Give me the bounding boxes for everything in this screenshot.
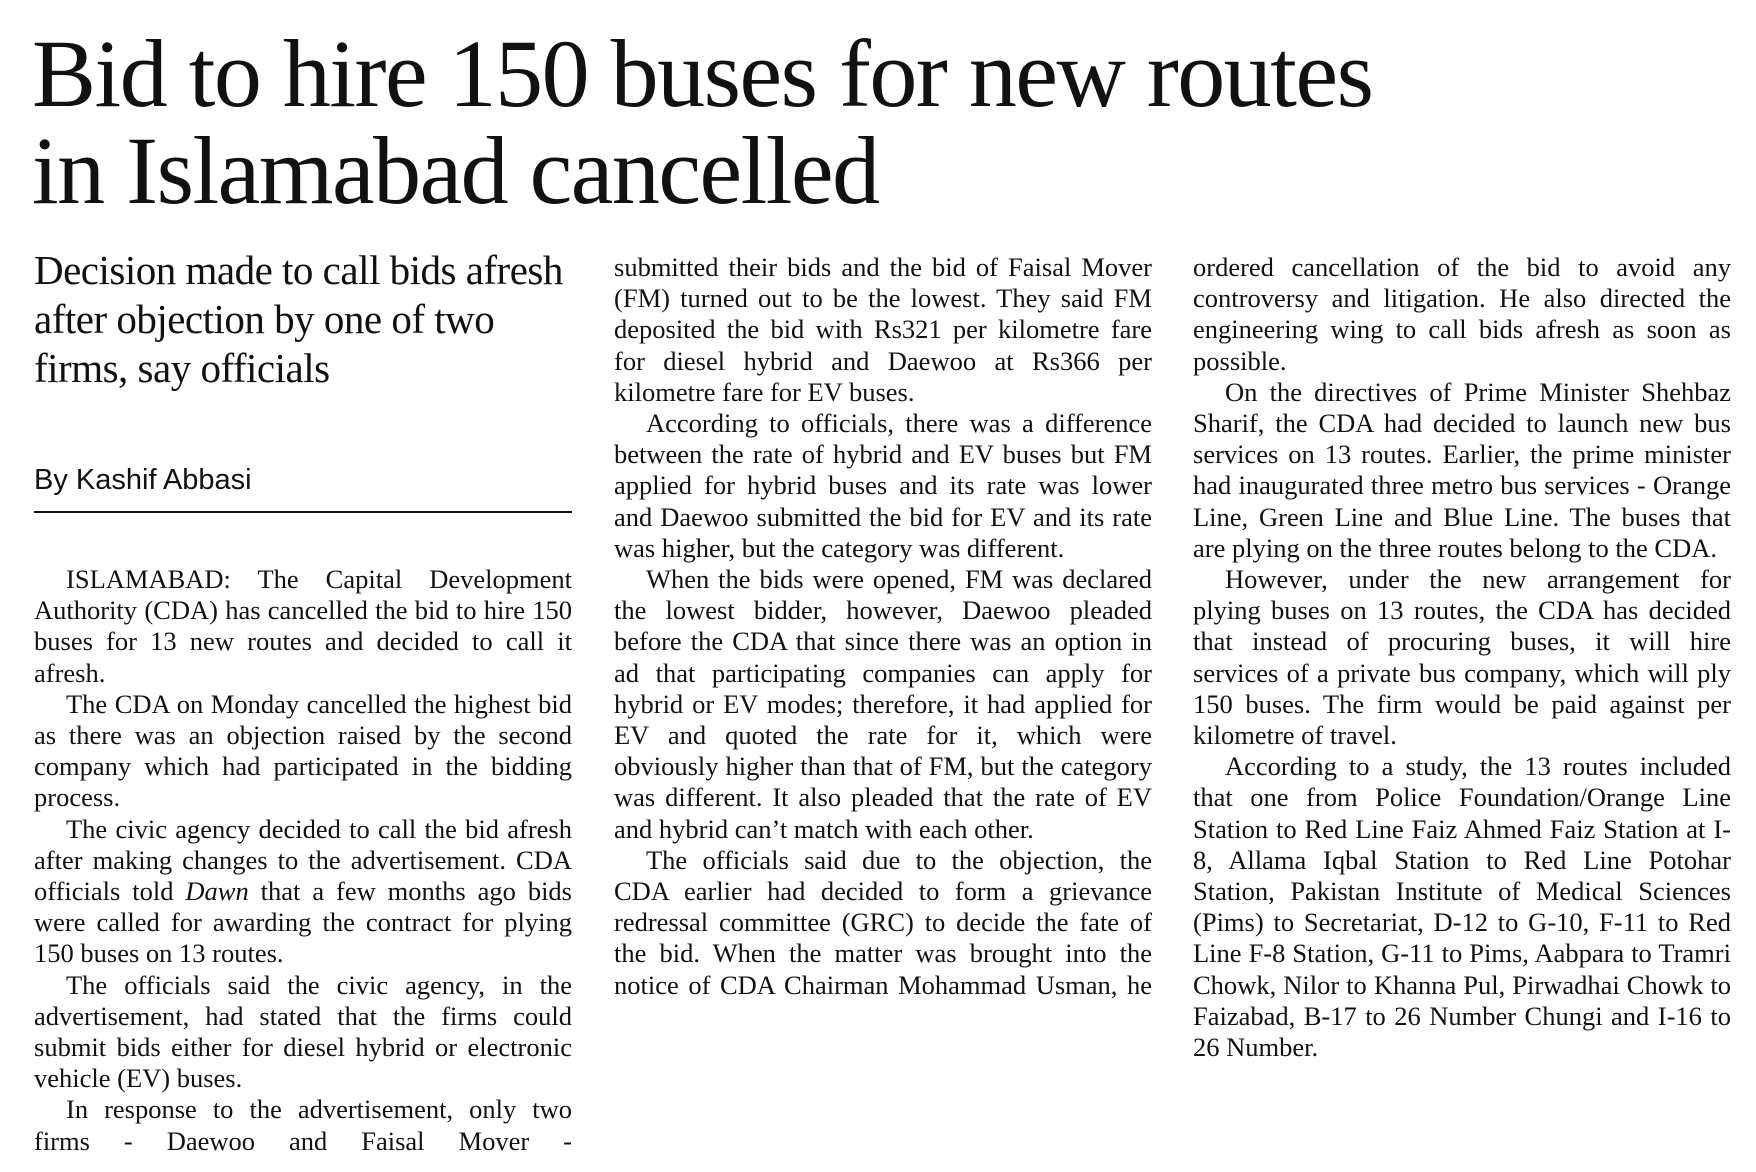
- paragraph: According to a study, the 13 routes incl…: [1193, 751, 1731, 1063]
- paragraph: According to officials, there was a diff…: [614, 408, 1152, 563]
- paragraph: ordered cancellation of the bid to avoid…: [1193, 252, 1731, 376]
- text-run: that a few months ago bids were called f…: [34, 876, 572, 969]
- paragraph: On the directives of Prime Minister Sheh…: [1193, 376, 1731, 563]
- headline: in Islamabad cancelled: [32, 117, 880, 224]
- paragraph: The officials said due to the objection,…: [614, 844, 1152, 1000]
- text-run: The civic agency decided to call the bid…: [34, 813, 572, 907]
- divider: [34, 511, 572, 513]
- byline: By Kashif Abbasi: [34, 464, 252, 496]
- headline: Bid to hire 150 buses for new routes: [32, 20, 1374, 127]
- paragraph: submitted their bids and the bid of Fais…: [614, 252, 1152, 407]
- paragraph: When the bids were opened, FM was declar…: [614, 564, 1152, 844]
- paragraph: The civic agency decided to call the bid…: [34, 814, 572, 970]
- paragraph: The CDA on Monday cancelled the highest …: [34, 688, 572, 813]
- column: submitted their bids and the bid of Fais…: [614, 252, 1152, 1001]
- column: ISLAMABAD: The Capital Development Autho…: [34, 564, 572, 1157]
- paragraph: However, under the new arrangement for p…: [1193, 564, 1731, 751]
- paragraph: The officials said the civic agency, in …: [34, 969, 572, 1094]
- paragraph: In response to the advertisement, only t…: [34, 1094, 572, 1156]
- column: ordered cancellation of the bid to avoid…: [1193, 252, 1731, 1063]
- subheadline: Decision made to call bids afresh after …: [34, 247, 563, 391]
- emphasis: Dawn: [185, 876, 249, 907]
- paragraph: ISLAMABAD: The Capital Development Autho…: [34, 564, 572, 688]
